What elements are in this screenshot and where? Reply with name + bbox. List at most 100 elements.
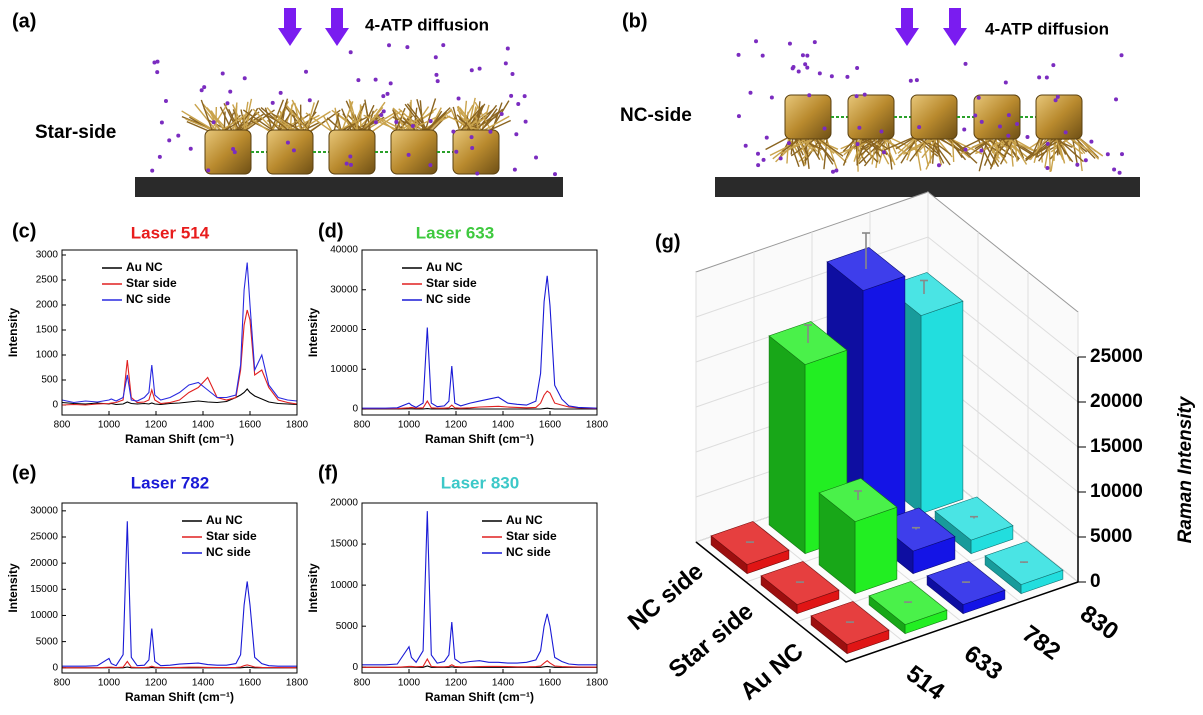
y-tick-label: 3000 [36, 250, 59, 261]
molecule-dot [356, 78, 360, 82]
y-tick-label: 10000 [330, 580, 358, 591]
legend-label: Star side [206, 529, 257, 543]
molecule-dot [765, 136, 769, 140]
molecule-dot [470, 135, 474, 139]
molecule-dot [803, 62, 807, 66]
molecule-dot [834, 169, 838, 173]
molecule-dot [348, 154, 352, 158]
z-tick-label: 20000 [1090, 391, 1143, 412]
molecule-dot [553, 172, 557, 176]
legend-label: NC side [426, 292, 471, 306]
molecule-dot [176, 134, 180, 138]
y-tick-label: 15000 [330, 539, 358, 550]
spike [791, 137, 793, 155]
molecule-dot [1051, 63, 1055, 67]
molecule-dot [158, 155, 162, 159]
molecule-dot [349, 163, 353, 167]
row-label: Au NC [735, 638, 809, 706]
y-tick-label: 0 [52, 400, 58, 411]
molecule-dot [1120, 152, 1124, 156]
y-tick-label: 30000 [330, 284, 358, 295]
molecule-dot [749, 91, 753, 95]
molecule-dot [510, 72, 514, 76]
y-tick-label: 40000 [330, 245, 358, 256]
molecule-dot [807, 93, 811, 97]
molecule-dot [1084, 158, 1088, 162]
spike [244, 114, 245, 132]
molecule-dot [863, 93, 867, 97]
legend-label: Star side [426, 276, 477, 290]
molecule-dot [225, 101, 229, 105]
molecule-dot [228, 90, 232, 94]
molecule-dot [788, 42, 792, 46]
x-axis-title: Raman Shift (cm⁻¹) [125, 432, 234, 446]
plot-frame [362, 503, 597, 673]
molecule-dot [998, 124, 1002, 128]
molecule-dot [202, 85, 206, 89]
molecule-dot [845, 75, 849, 79]
spectrum-line [62, 263, 297, 403]
molecule-dot [756, 152, 760, 156]
molecule-dot [478, 67, 482, 71]
x-tick-label: 800 [54, 420, 71, 431]
molecule-dot [1089, 140, 1093, 144]
molecule-dot [770, 95, 774, 99]
molecule-dot [831, 170, 835, 174]
z-tick-label: 5000 [1090, 526, 1132, 547]
nanocube [453, 130, 499, 174]
molecule-dot [787, 141, 791, 145]
molecule-dot [856, 142, 860, 146]
molecule-dot [524, 120, 528, 124]
y-tick-label: 5000 [336, 621, 359, 632]
x-tick-label: 1800 [586, 420, 609, 431]
molecule-dot [506, 46, 510, 50]
line-chart: (e)Laser 7828001000120014001600180005000… [6, 462, 308, 704]
molecule-dot [381, 94, 385, 98]
molecule-dot [977, 96, 981, 100]
molecule-dot [523, 94, 527, 98]
molecule-dot [500, 112, 504, 116]
molecule-dot [1064, 130, 1068, 134]
molecule-dot [152, 61, 156, 65]
chart-title: Laser 633 [416, 223, 494, 242]
figure: (a) 4-ATP diffusion Star-side (b) 4-ATP … [0, 0, 1203, 715]
molecule-dot [407, 153, 411, 157]
x-tick-label: 1400 [192, 678, 215, 689]
y-tick-label: 30000 [30, 505, 58, 516]
x-tick-label: 800 [54, 678, 71, 689]
y-tick-label: 25000 [30, 532, 58, 543]
molecule-dot [964, 148, 968, 152]
molecule-dot [429, 119, 433, 123]
molecule-dot [441, 43, 445, 47]
x-tick-label: 1600 [239, 678, 262, 689]
molecule-dot [1015, 122, 1019, 126]
molecule-dot [345, 162, 349, 166]
molecule-dot [206, 168, 210, 172]
molecule-dot [389, 81, 393, 85]
panel-label: (c) [12, 220, 36, 242]
molecule-dot [212, 120, 216, 124]
y-tick-label: 10000 [30, 610, 58, 621]
substrate [135, 177, 563, 197]
chart-title: Laser 782 [131, 473, 209, 492]
y-tick-label: 20000 [330, 498, 358, 509]
molecule-dot [488, 130, 492, 134]
molecule-dot [761, 54, 765, 58]
molecule-dot [379, 113, 383, 117]
molecule-dot [150, 169, 154, 173]
arrow [943, 8, 967, 46]
legend-label: NC side [506, 545, 551, 559]
molecule-dot [801, 53, 805, 57]
molecule-dot [1054, 98, 1058, 102]
molecule-dot [756, 163, 760, 167]
arrow-text: 4-ATP diffusion [985, 19, 1109, 38]
molecule-dot [292, 148, 296, 152]
panel-label: (a) [12, 10, 36, 32]
row-label: NC side [623, 558, 709, 636]
molecule-dot [830, 74, 834, 78]
x-axis-title: Raman Shift (cm⁻¹) [125, 690, 234, 704]
x-tick-label: 1400 [492, 678, 515, 689]
line-chart: (d)Laser 6338001000120014001600180001000… [306, 220, 608, 446]
molecule-dot [286, 141, 290, 145]
molecule-dot [818, 71, 822, 75]
